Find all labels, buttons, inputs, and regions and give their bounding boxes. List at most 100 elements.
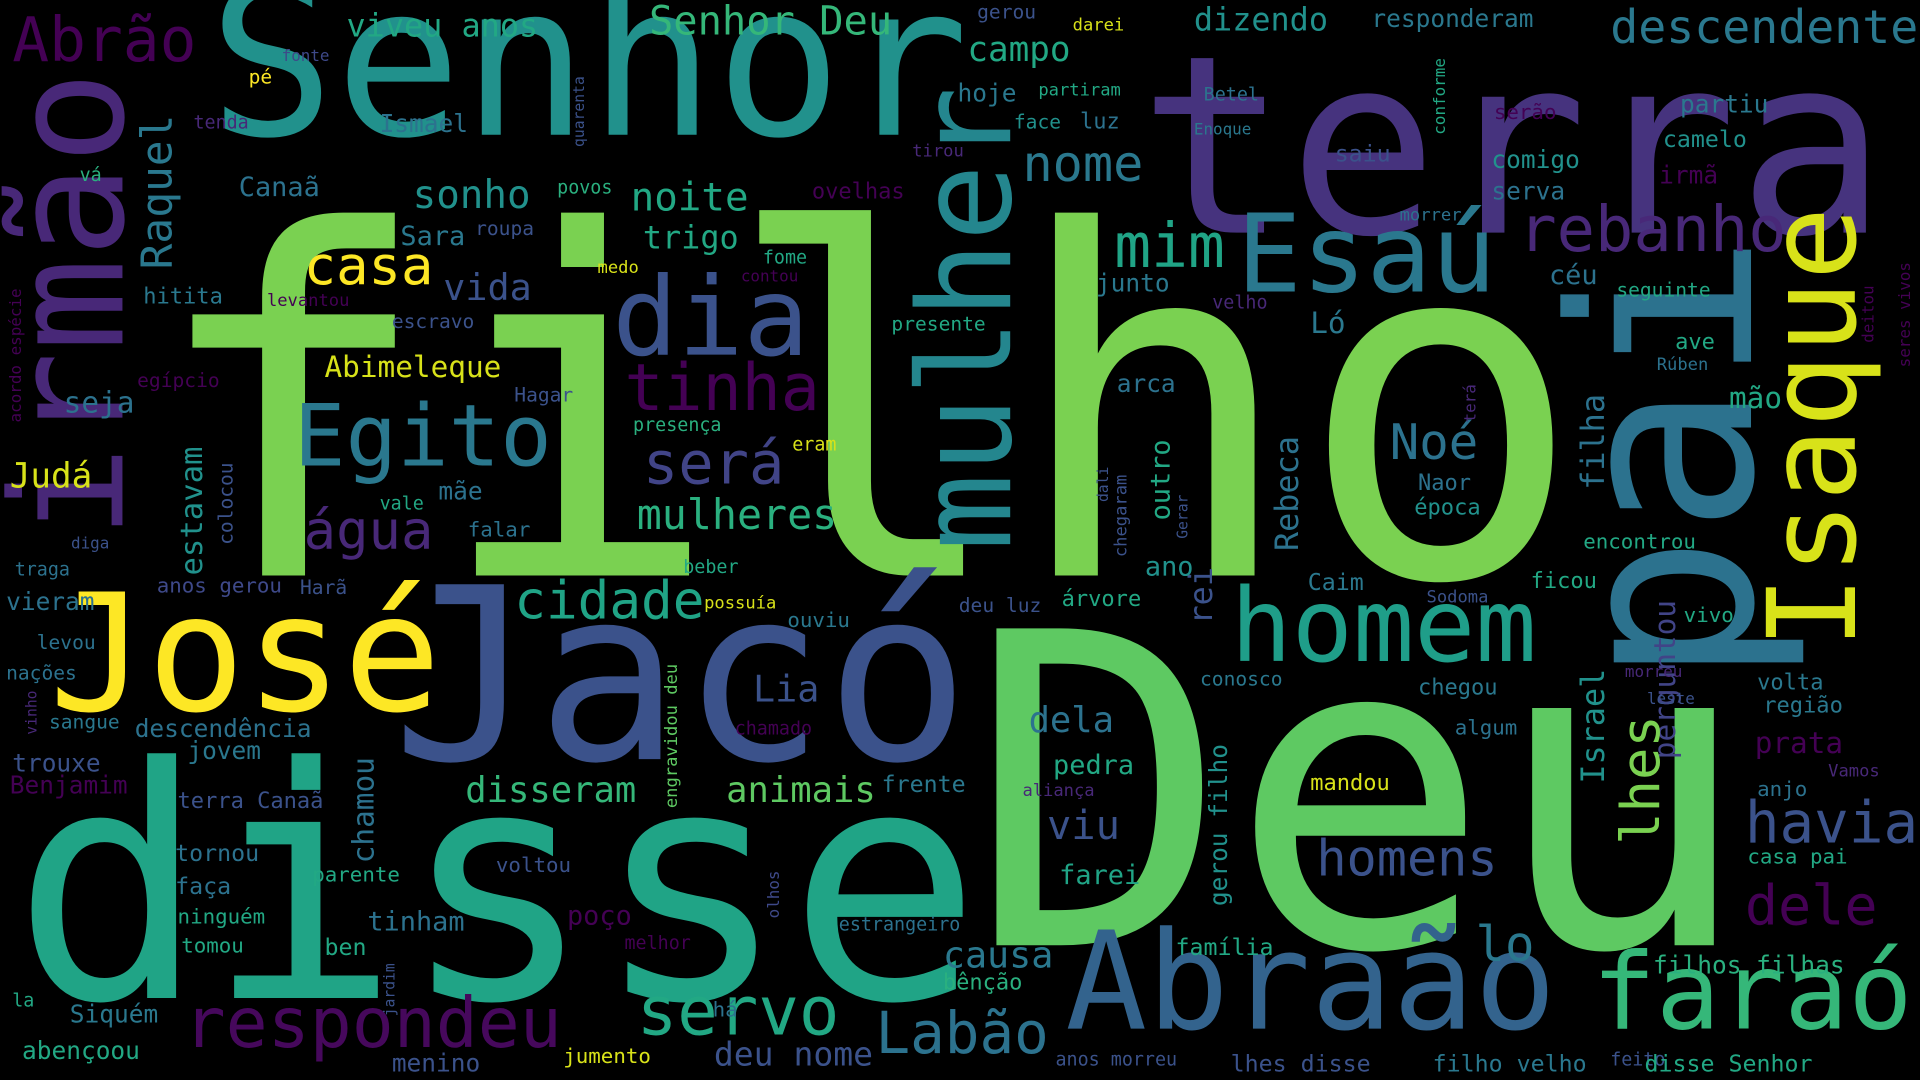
word: família <box>1176 934 1274 961</box>
word: água <box>304 499 434 562</box>
word: morrer <box>1400 205 1462 225</box>
word: ovelhas <box>812 179 905 204</box>
word: medo <box>598 258 639 278</box>
word: terra <box>1139 2 1887 292</box>
word: saiu <box>1335 141 1391 168</box>
word: ave <box>1675 330 1715 355</box>
word: melhor <box>624 933 690 954</box>
word: vale <box>380 493 424 514</box>
word: chegaram <box>1112 475 1132 557</box>
word: tomou <box>181 934 244 958</box>
word: seja <box>64 386 135 420</box>
word: estrangeiro <box>839 915 961 936</box>
word: estavam <box>175 447 210 576</box>
word: dizendo <box>1194 1 1328 39</box>
word: deitou <box>1858 285 1877 342</box>
word: causa <box>943 933 1054 976</box>
word: Labão <box>876 1000 1049 1067</box>
word: dia <box>612 254 809 381</box>
word: junto <box>1096 268 1170 297</box>
word: ninguém <box>178 904 266 928</box>
word: tornou <box>175 840 259 867</box>
word: face <box>1014 111 1061 134</box>
word: animais <box>726 770 876 811</box>
word: filho velho <box>1433 1050 1587 1077</box>
word: Rúben <box>1657 355 1709 375</box>
word: noite <box>631 176 749 221</box>
word: vivo <box>1684 603 1734 627</box>
word: havia <box>1745 789 1918 856</box>
word: anjo <box>1757 777 1807 801</box>
word: pedra <box>1053 750 1134 781</box>
word: jumento <box>563 1044 651 1068</box>
word: presente <box>891 313 985 336</box>
word: lhes disse <box>1231 1050 1371 1077</box>
word: beber <box>683 557 738 578</box>
word: serão <box>1494 100 1557 124</box>
word: mulher <box>892 87 1041 551</box>
word: seguinte <box>1616 278 1710 301</box>
word: homem <box>1231 567 1537 685</box>
word: Betel <box>1204 84 1259 105</box>
word: disse Senhor <box>1644 1050 1812 1077</box>
word: Harã <box>300 576 347 599</box>
word: Senhor <box>208 0 969 185</box>
word: pai <box>1519 232 1811 685</box>
word: feito <box>1610 1049 1665 1070</box>
word: mim <box>1114 211 1225 282</box>
word: vida <box>443 266 531 309</box>
word: ben <box>324 934 366 961</box>
word: viu <box>1047 801 1120 849</box>
word: terra Canaã <box>178 789 324 814</box>
word: campo <box>967 30 1070 70</box>
word: diga <box>71 534 109 553</box>
word: morreu <box>1625 662 1682 681</box>
word: velho <box>1212 293 1267 314</box>
word: chamado <box>735 719 812 740</box>
word: disse <box>12 699 981 1074</box>
word: arca <box>1117 369 1176 398</box>
word: encontrou <box>1583 530 1696 554</box>
word: Abimeleque <box>324 350 501 384</box>
word: fonte <box>282 46 330 65</box>
word: descendência <box>135 714 312 743</box>
word: Abraão <box>1065 904 1556 1062</box>
word: faça <box>175 873 231 900</box>
word: lhes <box>1609 715 1672 845</box>
word: chamou <box>346 757 380 863</box>
word: Abrão <box>12 5 196 76</box>
word: hitita <box>143 285 223 310</box>
word: Israel <box>1574 669 1612 784</box>
word: anos gerou <box>157 574 282 598</box>
word: Ismael <box>380 109 468 138</box>
word: partiram <box>1038 81 1120 101</box>
word: Sara <box>400 221 465 252</box>
word: responderam <box>1371 4 1533 33</box>
word: escravo <box>392 310 475 333</box>
word: povos <box>557 177 612 198</box>
word: viveu anos <box>347 7 539 45</box>
word: deu luz <box>959 594 1042 617</box>
word: homens <box>1316 829 1497 888</box>
word: trouxe <box>12 748 100 777</box>
word: bênção <box>943 970 1023 995</box>
word: parente <box>312 863 400 887</box>
word: deu nome <box>714 1034 873 1073</box>
word: mulheres <box>637 490 837 539</box>
word: céu <box>1549 260 1598 291</box>
word: gerou filho <box>1204 744 1233 906</box>
word: prata <box>1755 726 1843 760</box>
word: filho <box>147 133 1585 689</box>
word: conosco <box>1200 668 1283 691</box>
word: algum <box>1455 716 1518 740</box>
word: pé <box>249 65 273 88</box>
word: contou <box>741 267 798 286</box>
word: faraó <box>1592 931 1913 1055</box>
word: presença <box>633 415 721 436</box>
word: eram <box>792 435 836 456</box>
word: Deu <box>967 542 1752 1048</box>
word: mandou <box>1310 771 1390 796</box>
